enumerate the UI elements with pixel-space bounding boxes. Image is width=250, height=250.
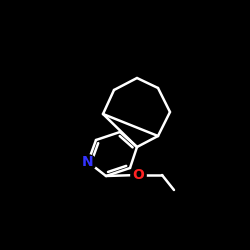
Text: N: N — [82, 155, 94, 169]
Text: O: O — [132, 168, 144, 182]
